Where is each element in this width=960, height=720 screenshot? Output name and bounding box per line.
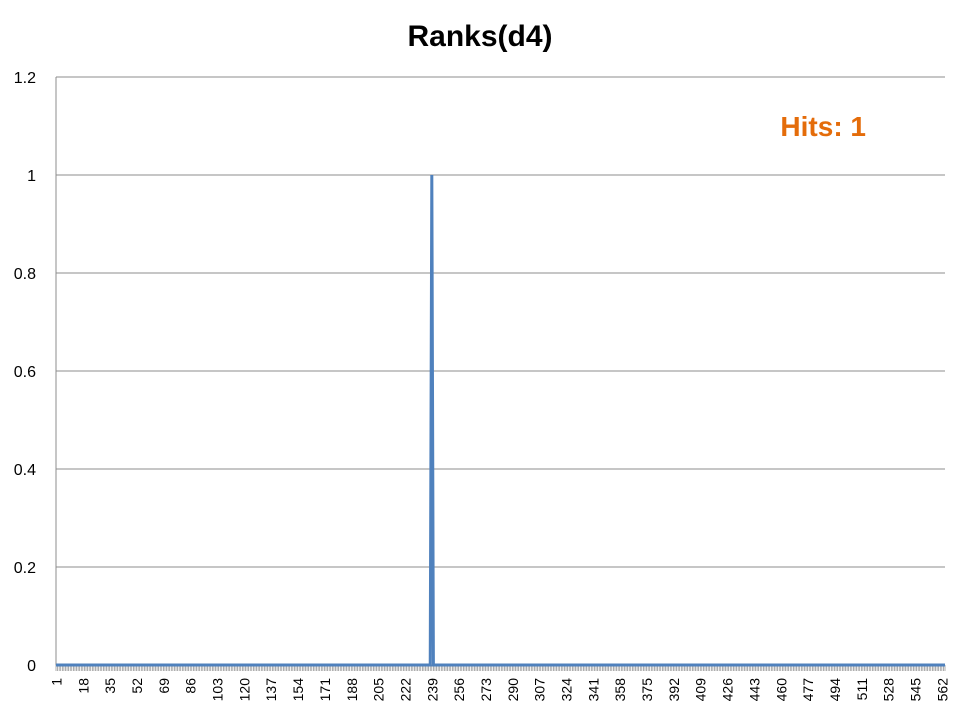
x-tick-label: 562 [934,678,950,702]
x-tick-label: 205 [371,678,387,702]
y-tick-label: 0.4 [14,462,36,479]
chart-title: Ranks(d4) [407,20,552,53]
x-tick-label: 137 [263,678,279,702]
x-tick-label: 52 [129,678,145,694]
series-line [56,174,945,667]
x-tick-label: 409 [693,678,709,702]
y-tick-label: 0 [27,658,36,675]
x-tick-label: 86 [183,678,199,694]
y-tick-label: 0.8 [14,266,36,283]
series-layer [56,174,945,667]
x-tick-label: 392 [666,678,682,702]
x-axis-minor-ticks [55,665,946,671]
y-tick-label: 1 [27,168,36,185]
x-tick-label: 358 [612,678,628,702]
x-tick-label: 324 [559,678,575,702]
y-tick-label: 0.6 [14,364,36,381]
x-tick-label: 256 [451,678,467,702]
x-tick-label: 35 [102,678,118,694]
x-tick-label: 511 [854,678,870,701]
x-tick-label: 222 [397,678,413,702]
x-tick-label: 18 [75,678,91,694]
y-tick-label: 1.2 [14,70,36,87]
x-tick-label: 443 [746,678,762,702]
y-axis-tick-labels: 0 0.2 0.4 0.6 0.8 1 1.2 [14,70,36,675]
x-tick-label: 273 [478,678,494,702]
x-tick-label: 1 [49,678,65,686]
x-tick-label: 307 [532,678,548,702]
x-tick-label: 494 [827,678,843,702]
x-tick-label: 375 [639,678,655,702]
x-tick-label: 171 [317,678,333,702]
x-tick-label: 477 [800,678,816,702]
x-tick-label: 103 [210,678,226,702]
x-tick-label: 528 [881,678,897,702]
x-tick-label: 545 [907,678,923,702]
y-tick-label: 0.2 [14,560,36,577]
hits-annotation: Hits: 1 [780,111,866,142]
x-tick-label: 426 [720,678,736,702]
gridlines [56,76,945,568]
x-axis-tick-labels: 1 18 35 52 69 86 103 120 137 154 171 188 205 222 239 25… [49,678,951,702]
x-tick-label: 239 [424,678,440,702]
x-axis [55,77,946,671]
x-tick-label: 69 [156,678,172,694]
x-tick-label: 460 [773,678,789,702]
x-tick-label: 341 [585,678,601,702]
x-tick-label: 290 [505,678,521,702]
x-tick-label: 154 [290,678,306,702]
x-tick-label: 120 [236,678,252,702]
x-tick-label: 188 [344,678,360,702]
